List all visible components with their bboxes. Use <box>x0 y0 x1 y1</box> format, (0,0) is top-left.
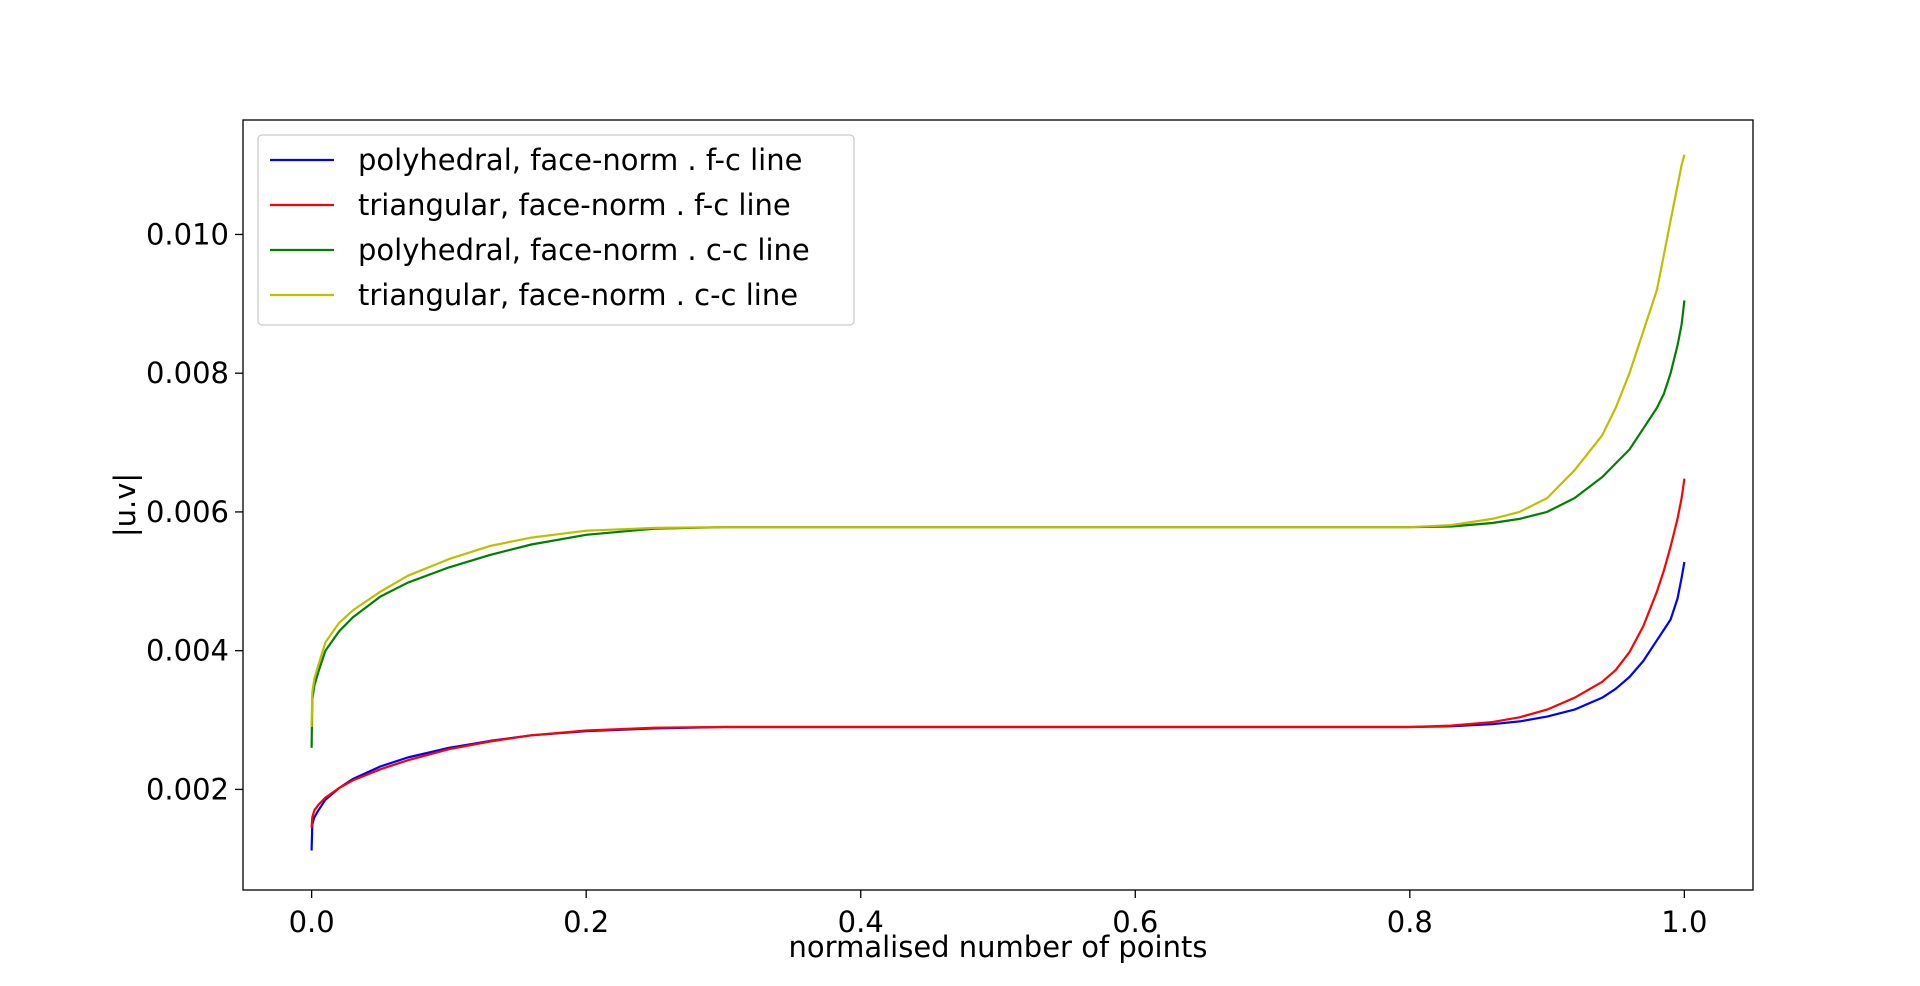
legend: polyhedral, face-norm . f-c line triangul… <box>257 134 855 326</box>
legend-label-3: polyhedral, face-norm . c-c line <box>358 233 810 267</box>
x-tick-label: 0.2 <box>563 905 609 939</box>
legend-label-1: polyhedral, face-norm . f-c line <box>358 143 802 177</box>
y-axis: 0.002 0.004 0.006 0.008 0.010 <box>146 217 243 806</box>
x-axis: 0.0 0.2 0.4 0.6 0.8 1.0 <box>289 890 1707 939</box>
legend-label-2: triangular, face-norm . f-c line <box>358 188 791 222</box>
y-tick-label: 0.004 <box>146 634 229 668</box>
y-tick-label: 0.008 <box>146 356 229 390</box>
y-axis-label: |u.v| <box>108 473 142 537</box>
x-tick-label: 1.0 <box>1661 905 1707 939</box>
y-tick-label: 0.006 <box>146 495 229 529</box>
y-tick-label: 0.002 <box>146 772 229 806</box>
plot-lines <box>310 154 1686 851</box>
legend-label-4: triangular, face-norm . c-c line <box>358 278 798 312</box>
axes-frame <box>242 119 1754 891</box>
x-tick-label: 0.4 <box>838 905 884 939</box>
y-tick-label: 0.010 <box>146 217 229 251</box>
x-axis-label: normalised number of points <box>789 930 1208 964</box>
x-tick-label: 0.6 <box>1112 905 1158 939</box>
legend-entries: polyhedral, face-norm . f-c line triangul… <box>270 143 810 312</box>
x-tick-label: 0.8 <box>1387 905 1433 939</box>
series-line-2 <box>310 478 1686 828</box>
legend-box <box>257 134 855 326</box>
series-line-4 <box>310 154 1686 728</box>
x-tick-label: 0.0 <box>289 905 335 939</box>
